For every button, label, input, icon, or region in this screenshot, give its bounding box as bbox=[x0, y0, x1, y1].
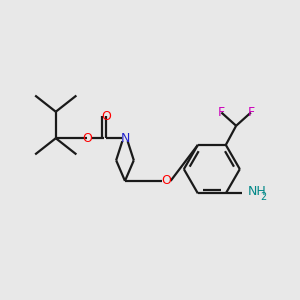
Text: O: O bbox=[101, 110, 111, 123]
Text: 2: 2 bbox=[261, 192, 267, 202]
Text: N: N bbox=[120, 132, 130, 145]
Text: O: O bbox=[161, 174, 171, 188]
Text: O: O bbox=[82, 132, 92, 145]
Text: NH: NH bbox=[248, 184, 267, 197]
Text: F: F bbox=[218, 106, 225, 119]
Text: F: F bbox=[247, 106, 254, 119]
